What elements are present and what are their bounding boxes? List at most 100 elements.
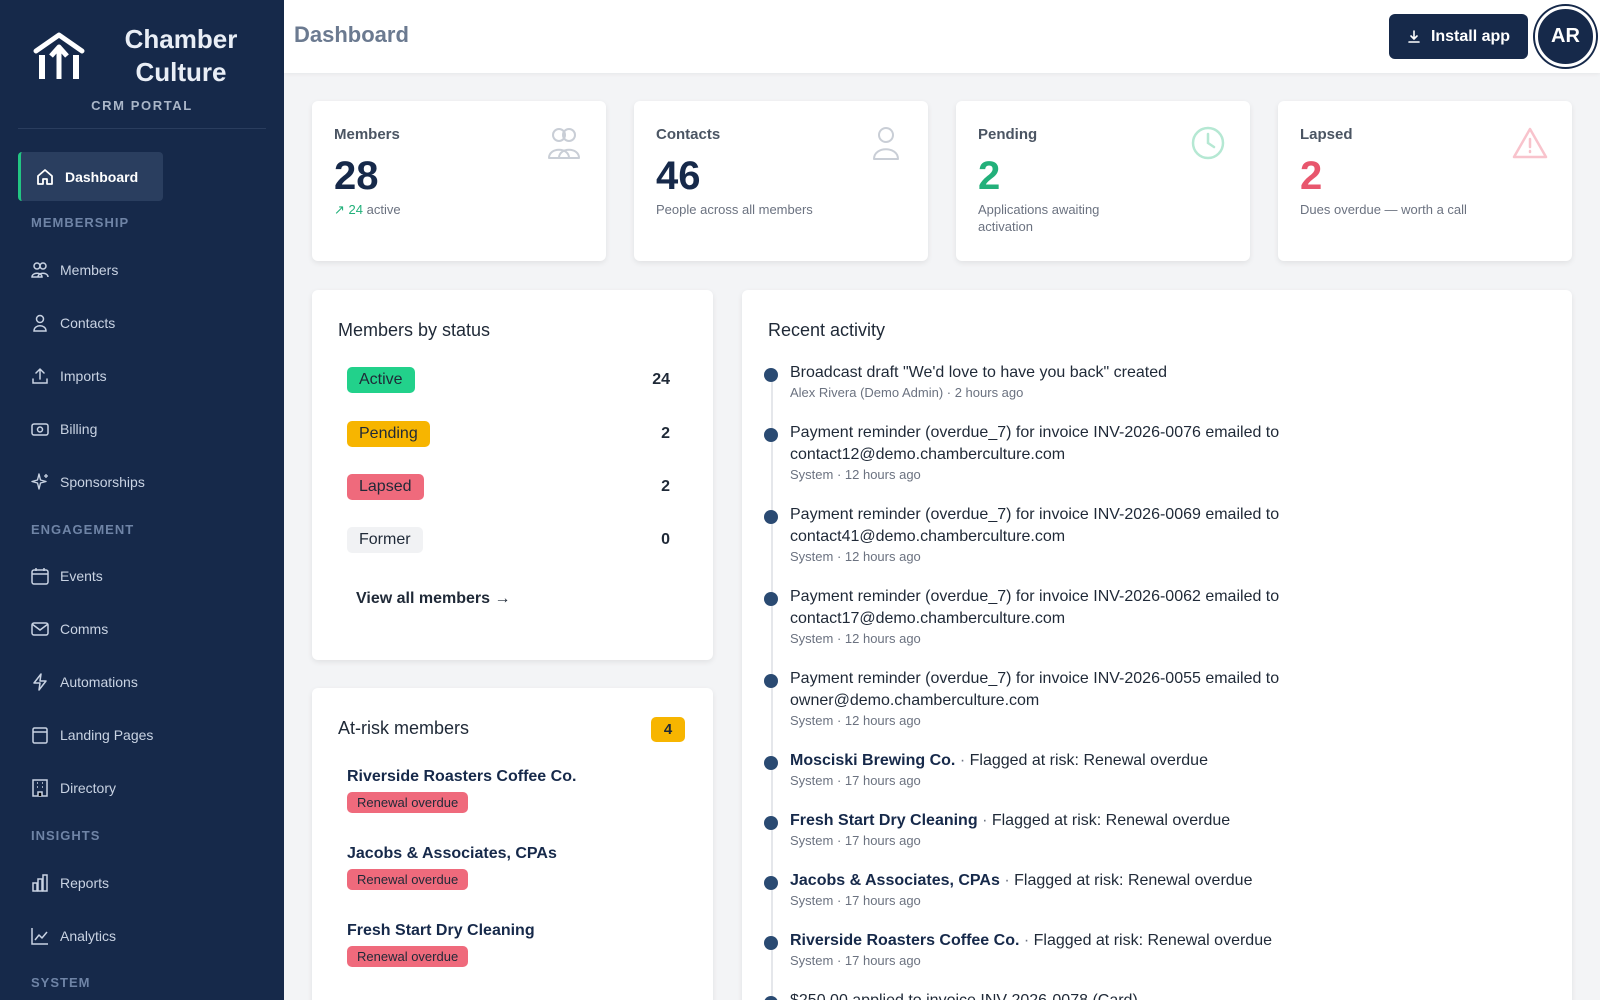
activity-item: Fresh Start Dry Cleaning · Flagged at ri…: [764, 810, 1310, 848]
upload-icon: [32, 367, 48, 384]
sidebar-item-label: Contacts: [60, 315, 116, 331]
activity-meta: System · 17 hours ago: [790, 953, 921, 968]
stat-value: 28: [334, 154, 379, 198]
activity-item: Payment reminder (overdue_7) for invoice…: [764, 422, 1310, 482]
timeline-dot: [764, 996, 778, 1000]
stat-label: Lapsed: [1300, 126, 1353, 143]
activity-text: Payment reminder (overdue_7) for invoice…: [790, 424, 1280, 463]
install-app-button[interactable]: Install app: [1389, 14, 1528, 59]
status-pill: Lapsed: [347, 474, 424, 500]
sidebar-item-label: Landing Pages: [60, 727, 154, 743]
mail-icon: [31, 622, 49, 636]
timeline-dot: [764, 368, 778, 382]
activity-text: Riverside Roasters Coffee Co. · Flagged …: [790, 932, 1272, 949]
sidebar-item-billing[interactable]: Billing: [30, 418, 97, 440]
at-risk-count-badge: 4: [651, 717, 685, 742]
stat-card-pending[interactable]: Pending 2 Applications awaiting activati…: [956, 101, 1250, 261]
warning-icon: [1512, 127, 1548, 159]
activity-member-link[interactable]: Mosciski Brewing Co.: [790, 752, 956, 769]
sidebar-divider: [18, 128, 266, 129]
sidebar-item-label: Comms: [60, 621, 109, 637]
activity-text: Broadcast draft "We'd love to have you b…: [790, 364, 1167, 381]
sidebar-item-comms[interactable]: Comms: [30, 618, 108, 640]
status-row-lapsed[interactable]: Lapsed 2: [347, 474, 672, 500]
activity-member-link[interactable]: Jacobs & Associates, CPAs: [790, 872, 1000, 889]
activity-member-link[interactable]: Fresh Start Dry Cleaning: [790, 812, 978, 829]
status-count: 24: [652, 371, 670, 388]
section-membership: MEMBERSHIP: [31, 215, 130, 230]
activity-meta: System · 12 hours ago: [790, 549, 921, 564]
stat-label: Contacts: [656, 126, 721, 143]
status-row-former[interactable]: Former 0: [347, 527, 672, 553]
at-risk-name: Fresh Start Dry Cleaning: [347, 922, 535, 939]
stat-card-members[interactable]: Members 28 ↗ 24 active: [312, 101, 606, 261]
timeline-dot: [764, 510, 778, 524]
sidebar-item-automations[interactable]: Automations: [30, 671, 138, 693]
chamber-logo-icon: [33, 32, 85, 79]
building-icon: [32, 779, 48, 797]
install-app-label: Install app: [1430, 27, 1511, 45]
sidebar-item-directory[interactable]: Directory: [30, 777, 116, 799]
sidebar-item-label: Billing: [60, 421, 98, 437]
sidebar-item-reports[interactable]: Reports: [30, 872, 109, 894]
sidebar-item-label: Events: [60, 568, 103, 584]
sidebar-item-dashboard[interactable]: Dashboard: [18, 152, 163, 201]
sidebar-item-label: Imports: [60, 368, 107, 384]
activity-meta: System · 17 hours ago: [790, 893, 921, 908]
sidebar-item-landing-pages[interactable]: Landing Pages: [30, 724, 153, 746]
activity-meta: Alex Rivera (Demo Admin) · 2 hours ago: [790, 385, 1024, 400]
sidebar-item-label: Members: [60, 262, 119, 278]
section-engagement: ENGAGEMENT: [31, 522, 135, 537]
view-all-members-link[interactable]: View all members →: [356, 590, 511, 607]
activity-meta: System · 17 hours ago: [790, 833, 921, 848]
sidebar-item-sponsorships[interactable]: Sponsorships: [30, 471, 145, 493]
sidebar-item-label: Dashboard: [65, 168, 139, 185]
activity-meta: System · 12 hours ago: [790, 631, 921, 646]
sparkle-icon: [31, 473, 48, 490]
at-risk-item[interactable]: Fresh Start Dry Cleaning Renewal overdue: [347, 922, 535, 967]
activity-item: Payment reminder (overdue_7) for invoice…: [764, 668, 1310, 728]
at-risk-name: Jacobs & Associates, CPAs: [347, 845, 557, 862]
activity-text-body: Flagged at risk: Renewal overdue: [991, 812, 1231, 829]
stat-value: 46: [656, 154, 701, 198]
stat-card-lapsed[interactable]: Lapsed 2 Dues overdue — worth a call: [1278, 101, 1572, 261]
stat-card-contacts[interactable]: Contacts 46 People across all members: [634, 101, 928, 261]
sidebar-item-label: Automations: [60, 674, 138, 690]
brand: Chamber Culture: [0, 0, 284, 92]
activity-item: Riverside Roasters Coffee Co. · Flagged …: [764, 930, 1310, 968]
stat-value: 2: [1300, 154, 1323, 198]
at-risk-tag: Renewal overdue: [347, 946, 469, 967]
sidebar: Chamber Culture CRM PORTAL Dashboard MEM…: [0, 0, 284, 1000]
sidebar-item-events[interactable]: Events: [30, 565, 103, 587]
activity-text-body: Flagged at risk: Renewal overdue: [1033, 932, 1272, 949]
sidebar-item-label: Reports: [60, 875, 110, 891]
sidebar-item-imports[interactable]: Imports: [30, 365, 107, 387]
activity-member-link[interactable]: Riverside Roasters Coffee Co.: [790, 932, 1020, 949]
sidebar-item-analytics[interactable]: Analytics: [30, 925, 116, 947]
at-risk-item[interactable]: Jacobs & Associates, CPAs Renewal overdu…: [347, 845, 557, 890]
sidebar-item-members[interactable]: Members: [30, 259, 118, 281]
timeline-dot: [764, 428, 778, 442]
brand-name: Chamber Culture: [106, 23, 256, 89]
activity-item: Payment reminder (overdue_7) for invoice…: [764, 586, 1310, 646]
status-row-pending[interactable]: Pending 2: [347, 421, 672, 447]
panel-title: At-risk members: [338, 718, 470, 738]
activity-item: Mosciski Brewing Co. · Flagged at risk: …: [764, 750, 1310, 788]
at-risk-name: Riverside Roasters Coffee Co.: [347, 768, 577, 785]
stat-sub: People across all members: [656, 202, 813, 217]
sidebar-item-label: Directory: [60, 780, 117, 796]
activity-item: $250.00 applied to invoice INV-2026-0078…: [764, 990, 1310, 1000]
status-row-active[interactable]: Active 24: [347, 367, 672, 393]
stat-label: Members: [334, 126, 400, 143]
activity-text: Payment reminder (overdue_7) for invoice…: [790, 670, 1280, 709]
status-pill: Former: [347, 527, 423, 553]
browser-icon: [32, 727, 48, 744]
sidebar-item-contacts[interactable]: Contacts: [30, 312, 115, 334]
at-risk-tag: Renewal overdue: [347, 792, 469, 813]
at-risk-item[interactable]: Riverside Roasters Coffee Co. Renewal ov…: [347, 768, 576, 813]
status-count: 0: [661, 531, 670, 548]
timeline-dot: [764, 756, 778, 770]
timeline-dot: [764, 936, 778, 950]
stat-sub-text: active: [366, 202, 401, 217]
avatar[interactable]: AR: [1535, 6, 1596, 67]
